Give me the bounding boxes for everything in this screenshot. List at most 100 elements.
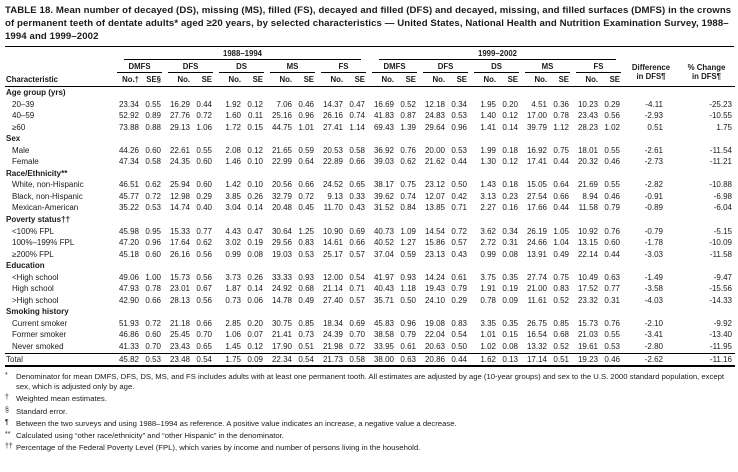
table-title: TABLE 18. Mean number of decayed (DS), m…	[5, 4, 734, 47]
diff-value: -3.58	[644, 284, 663, 294]
cell-value: 1.41	[480, 122, 496, 132]
se-header: SE	[398, 73, 420, 87]
cell-value: 0.75	[400, 180, 416, 190]
cell-value: 29.64	[424, 122, 445, 132]
row-label: Mexican-American	[12, 203, 79, 213]
cell-value: 0.51	[298, 342, 314, 352]
footnote-marker: ††	[5, 443, 13, 451]
cell-value: 1.43	[480, 180, 496, 190]
cell-value: 0.55	[196, 145, 212, 155]
cell-value: 0.44	[604, 249, 620, 259]
cell-value: 0.50	[451, 342, 467, 352]
row-label: Female	[12, 157, 39, 167]
cell-value: 0.71	[349, 284, 365, 294]
cell-value: 16.29	[169, 99, 190, 109]
cell-value: 3.75	[480, 272, 496, 282]
cell-value: 1.02	[480, 342, 496, 352]
cell-value: 0.67	[196, 284, 212, 294]
pct-value: -11.95	[709, 342, 732, 352]
cell-value: 23.01	[169, 284, 190, 294]
cell-value: 11.70	[323, 203, 343, 213]
table-row: 100%–199% FPL 47.20 0.96 17.64 0.62 3.02 0.19 2…	[5, 237, 735, 249]
pct-value: -6.98	[713, 191, 732, 201]
cell-value: 1.30	[480, 157, 496, 167]
cell-value: 0.14	[247, 284, 263, 294]
document-page: TABLE 18. Mean number of decayed (DS), m…	[5, 4, 735, 452]
cell-value: 73.88	[118, 122, 139, 132]
cell-value: 10.90	[322, 226, 343, 236]
cell-value: 39.79	[526, 122, 547, 132]
cell-value: 17.64	[169, 238, 190, 248]
cell-value: 16.69	[373, 99, 394, 109]
table-row: Female 47.34 0.58 24.35 0.60 1.46 0.10 22.99 0.6…	[5, 156, 735, 168]
footnote-marker: §	[5, 406, 9, 414]
cell-value: 0.55	[145, 99, 161, 109]
section-header-row: Age group (yrs)	[5, 87, 735, 99]
measure-header-ms-2: MS	[522, 60, 573, 73]
cell-value: 0.73	[225, 295, 241, 305]
cell-value: 24.35	[169, 157, 190, 167]
diff-value: -0.89	[644, 203, 663, 213]
footnote: * Denominator for mean DMFS, DFS, DS, MS,…	[5, 372, 734, 392]
period-header-1988-1994: 1988–1994	[114, 49, 369, 60]
cell-value: 45.77	[118, 191, 139, 201]
cell-value: 1.45	[225, 342, 241, 352]
se-header: SE	[296, 73, 318, 87]
cell-value: 27.41	[322, 122, 343, 132]
cell-value: 28.23	[577, 122, 598, 132]
cell-value: 0.78	[553, 111, 569, 121]
cell-value: 47.34	[118, 157, 139, 167]
period-label: 1999–2002	[379, 49, 616, 60]
cell-value: 0.18	[502, 145, 518, 155]
cell-value: 0.19	[502, 284, 518, 294]
cell-value: 32.79	[271, 191, 292, 201]
cell-value: 1.60	[225, 111, 241, 121]
row-label: 20–39	[12, 99, 35, 109]
pct-value: -14.33	[709, 295, 732, 305]
cell-value: 0.19	[247, 238, 263, 248]
cell-value: 0.53	[451, 111, 467, 121]
cell-value: 1.95	[480, 99, 496, 109]
cell-value: 3.73	[225, 272, 241, 282]
cell-value: 0.72	[451, 226, 467, 236]
cell-value: 0.74	[349, 111, 365, 121]
cell-value: 26.75	[526, 318, 547, 328]
cell-value: 0.54	[296, 352, 318, 368]
cell-value: 0.08	[502, 342, 518, 352]
cell-value: 23.12	[424, 180, 445, 190]
cell-value: 40.43	[373, 284, 394, 294]
cell-value: 0.76	[604, 318, 620, 328]
cell-value: 41.33	[118, 342, 139, 352]
cell-value: 22.04	[424, 330, 445, 340]
cell-value: 0.56	[196, 249, 212, 259]
cell-value: 1.42	[225, 180, 241, 190]
cell-value: 13.91	[526, 249, 547, 259]
row-label: Former smoker	[12, 330, 67, 340]
cell-value: 51.93	[118, 318, 139, 328]
cell-value: 27.76	[169, 111, 190, 121]
cell-value: 36.92	[373, 145, 394, 155]
cell-value: 23.32	[577, 295, 598, 305]
cell-value: 0.53	[298, 249, 314, 259]
cell-value: 0.45	[298, 203, 314, 213]
cell-value: 25.45	[169, 330, 190, 340]
cell-value: 35.71	[373, 295, 394, 305]
cell-value: 0.08	[502, 249, 518, 259]
measure-header-dfs-1: DFS	[165, 60, 216, 73]
section-header-row: Race/Ethnicity**	[5, 168, 735, 180]
section-header-row: Sex	[5, 133, 735, 145]
diff-value: -4.11	[645, 99, 663, 109]
cell-value: 0.66	[553, 191, 569, 201]
cell-value: 23.48	[165, 352, 194, 368]
cell-value: 0.96	[400, 318, 416, 328]
cell-value: 1.06	[196, 122, 212, 132]
diff-header-line2: in DFS¶	[636, 72, 666, 81]
cell-value: 0.96	[145, 238, 161, 248]
cell-value: 9.13	[327, 191, 343, 201]
cell-value: 25.16	[271, 111, 292, 121]
cell-value: 21.03	[577, 330, 598, 340]
footnote-marker: ¶	[5, 418, 9, 426]
no-header: No.	[318, 73, 347, 87]
cell-value: 19.61	[577, 342, 598, 352]
cell-value: 39.62	[373, 191, 394, 201]
